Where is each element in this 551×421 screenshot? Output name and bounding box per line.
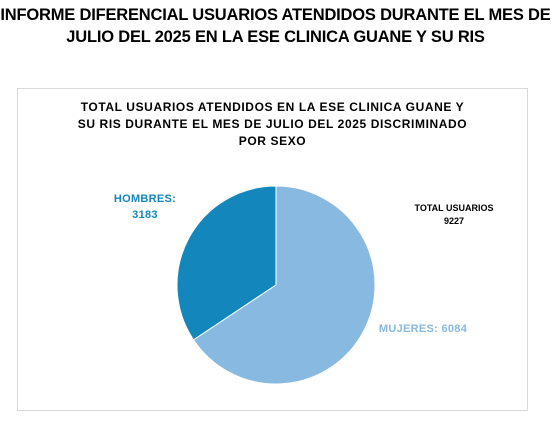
mujeres-label-text: MUJERES: 6084 — [378, 323, 468, 335]
page-title: INFORME DIFERENCIAL USUARIOS ATENDIDOS D… — [0, 4, 551, 48]
mujeres-data-label: MUJERES: 6084 — [368, 321, 478, 337]
page-title-line-1: INFORME DIFERENCIAL USUARIOS ATENDIDOS D… — [0, 6, 551, 24]
chart-title: TOTAL USUARIOS ATENDIDOS EN LA ESE CLINI… — [18, 99, 527, 150]
hombres-label-value: 3183 — [132, 209, 158, 221]
chart-title-line-2: SU RIS DURANTE EL MES DE JULIO DEL 2025 … — [77, 117, 468, 131]
page-title-line-2: JULIO DEL 2025 EN LA ESE CLINICA GUANE Y… — [66, 28, 485, 46]
pie-chart — [176, 185, 376, 385]
chart-title-line-1: TOTAL USUARIOS ATENDIDOS EN LA ESE CLINI… — [80, 100, 465, 114]
pie-slice-mujeres — [192, 185, 376, 385]
total-users-caption: TOTAL USUARIOS — [414, 203, 494, 213]
hombres-data-label: HOMBRES: 3183 — [105, 191, 185, 223]
total-users-label: TOTAL USUARIOS 9227 — [399, 202, 509, 228]
hombres-label-name: HOMBRES: — [113, 193, 177, 205]
chart-title-line-3: POR SEXO — [238, 134, 307, 148]
chart-area: TOTAL USUARIOS ATENDIDOS EN LA ESE CLINI… — [17, 88, 528, 411]
total-users-value: 9227 — [443, 216, 465, 226]
